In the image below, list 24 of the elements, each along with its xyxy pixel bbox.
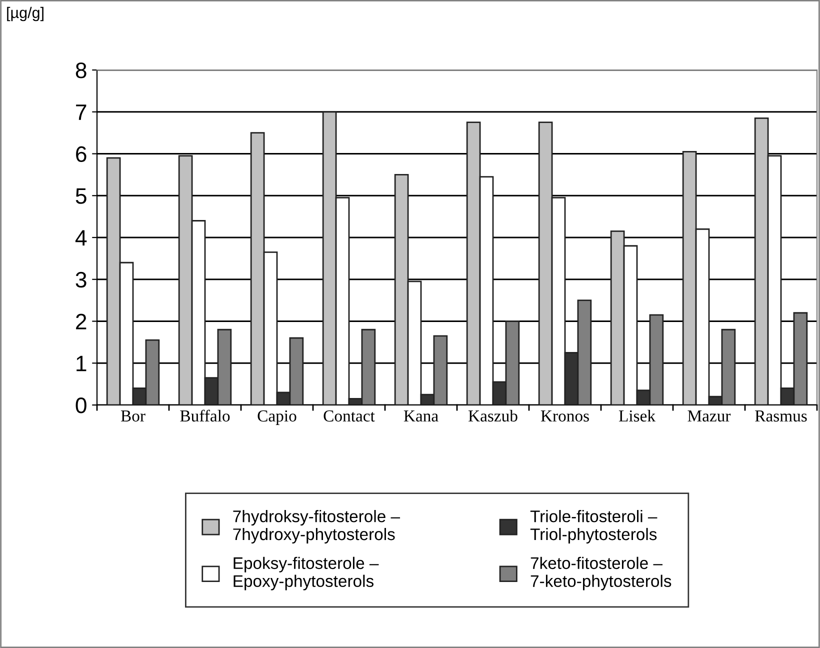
- legend-label: 7hydroksy-fitosterole – 7hydroxy-phytosterols: [233, 510, 400, 544]
- y-tick-label: 7: [76, 104, 86, 120]
- y-tick-label: 3: [76, 272, 86, 288]
- legend-label: Triole-fitosteroli – Triol-phytosterols: [530, 510, 658, 544]
- y-tick-label: 5: [76, 188, 86, 204]
- legend-label: Epoksy-fitosterole – Epoxy-phytosterols: [234, 556, 379, 590]
- x-tick-label: Capio: [258, 410, 296, 425]
- y-tick-label: 2: [76, 314, 86, 330]
- x-tick-label: Kana: [404, 410, 438, 422]
- x-tick-label: Bor: [120, 410, 146, 422]
- y-tick-label: 6: [76, 146, 86, 162]
- x-tick-label: Lisek: [618, 410, 656, 422]
- y-tick-label: 0: [76, 398, 86, 414]
- y-axis-title: [µg/g]: [7, 6, 44, 22]
- y-tick-label: 8: [76, 62, 86, 78]
- x-tick-label: Kronos: [540, 410, 589, 422]
- legend-label: 7keto-fitosterole – 7-keto-phytosterols: [530, 556, 672, 590]
- y-tick-label: 4: [75, 230, 87, 246]
- x-tick-label: Kaszub: [468, 410, 518, 422]
- x-tick-label: Mazur: [688, 410, 731, 422]
- x-tick-label: Buffalo: [180, 410, 230, 422]
- x-tick-label: Rasmus: [755, 410, 807, 422]
- y-tick-label: 1: [76, 356, 86, 372]
- x-tick-label: Contact: [324, 410, 375, 422]
